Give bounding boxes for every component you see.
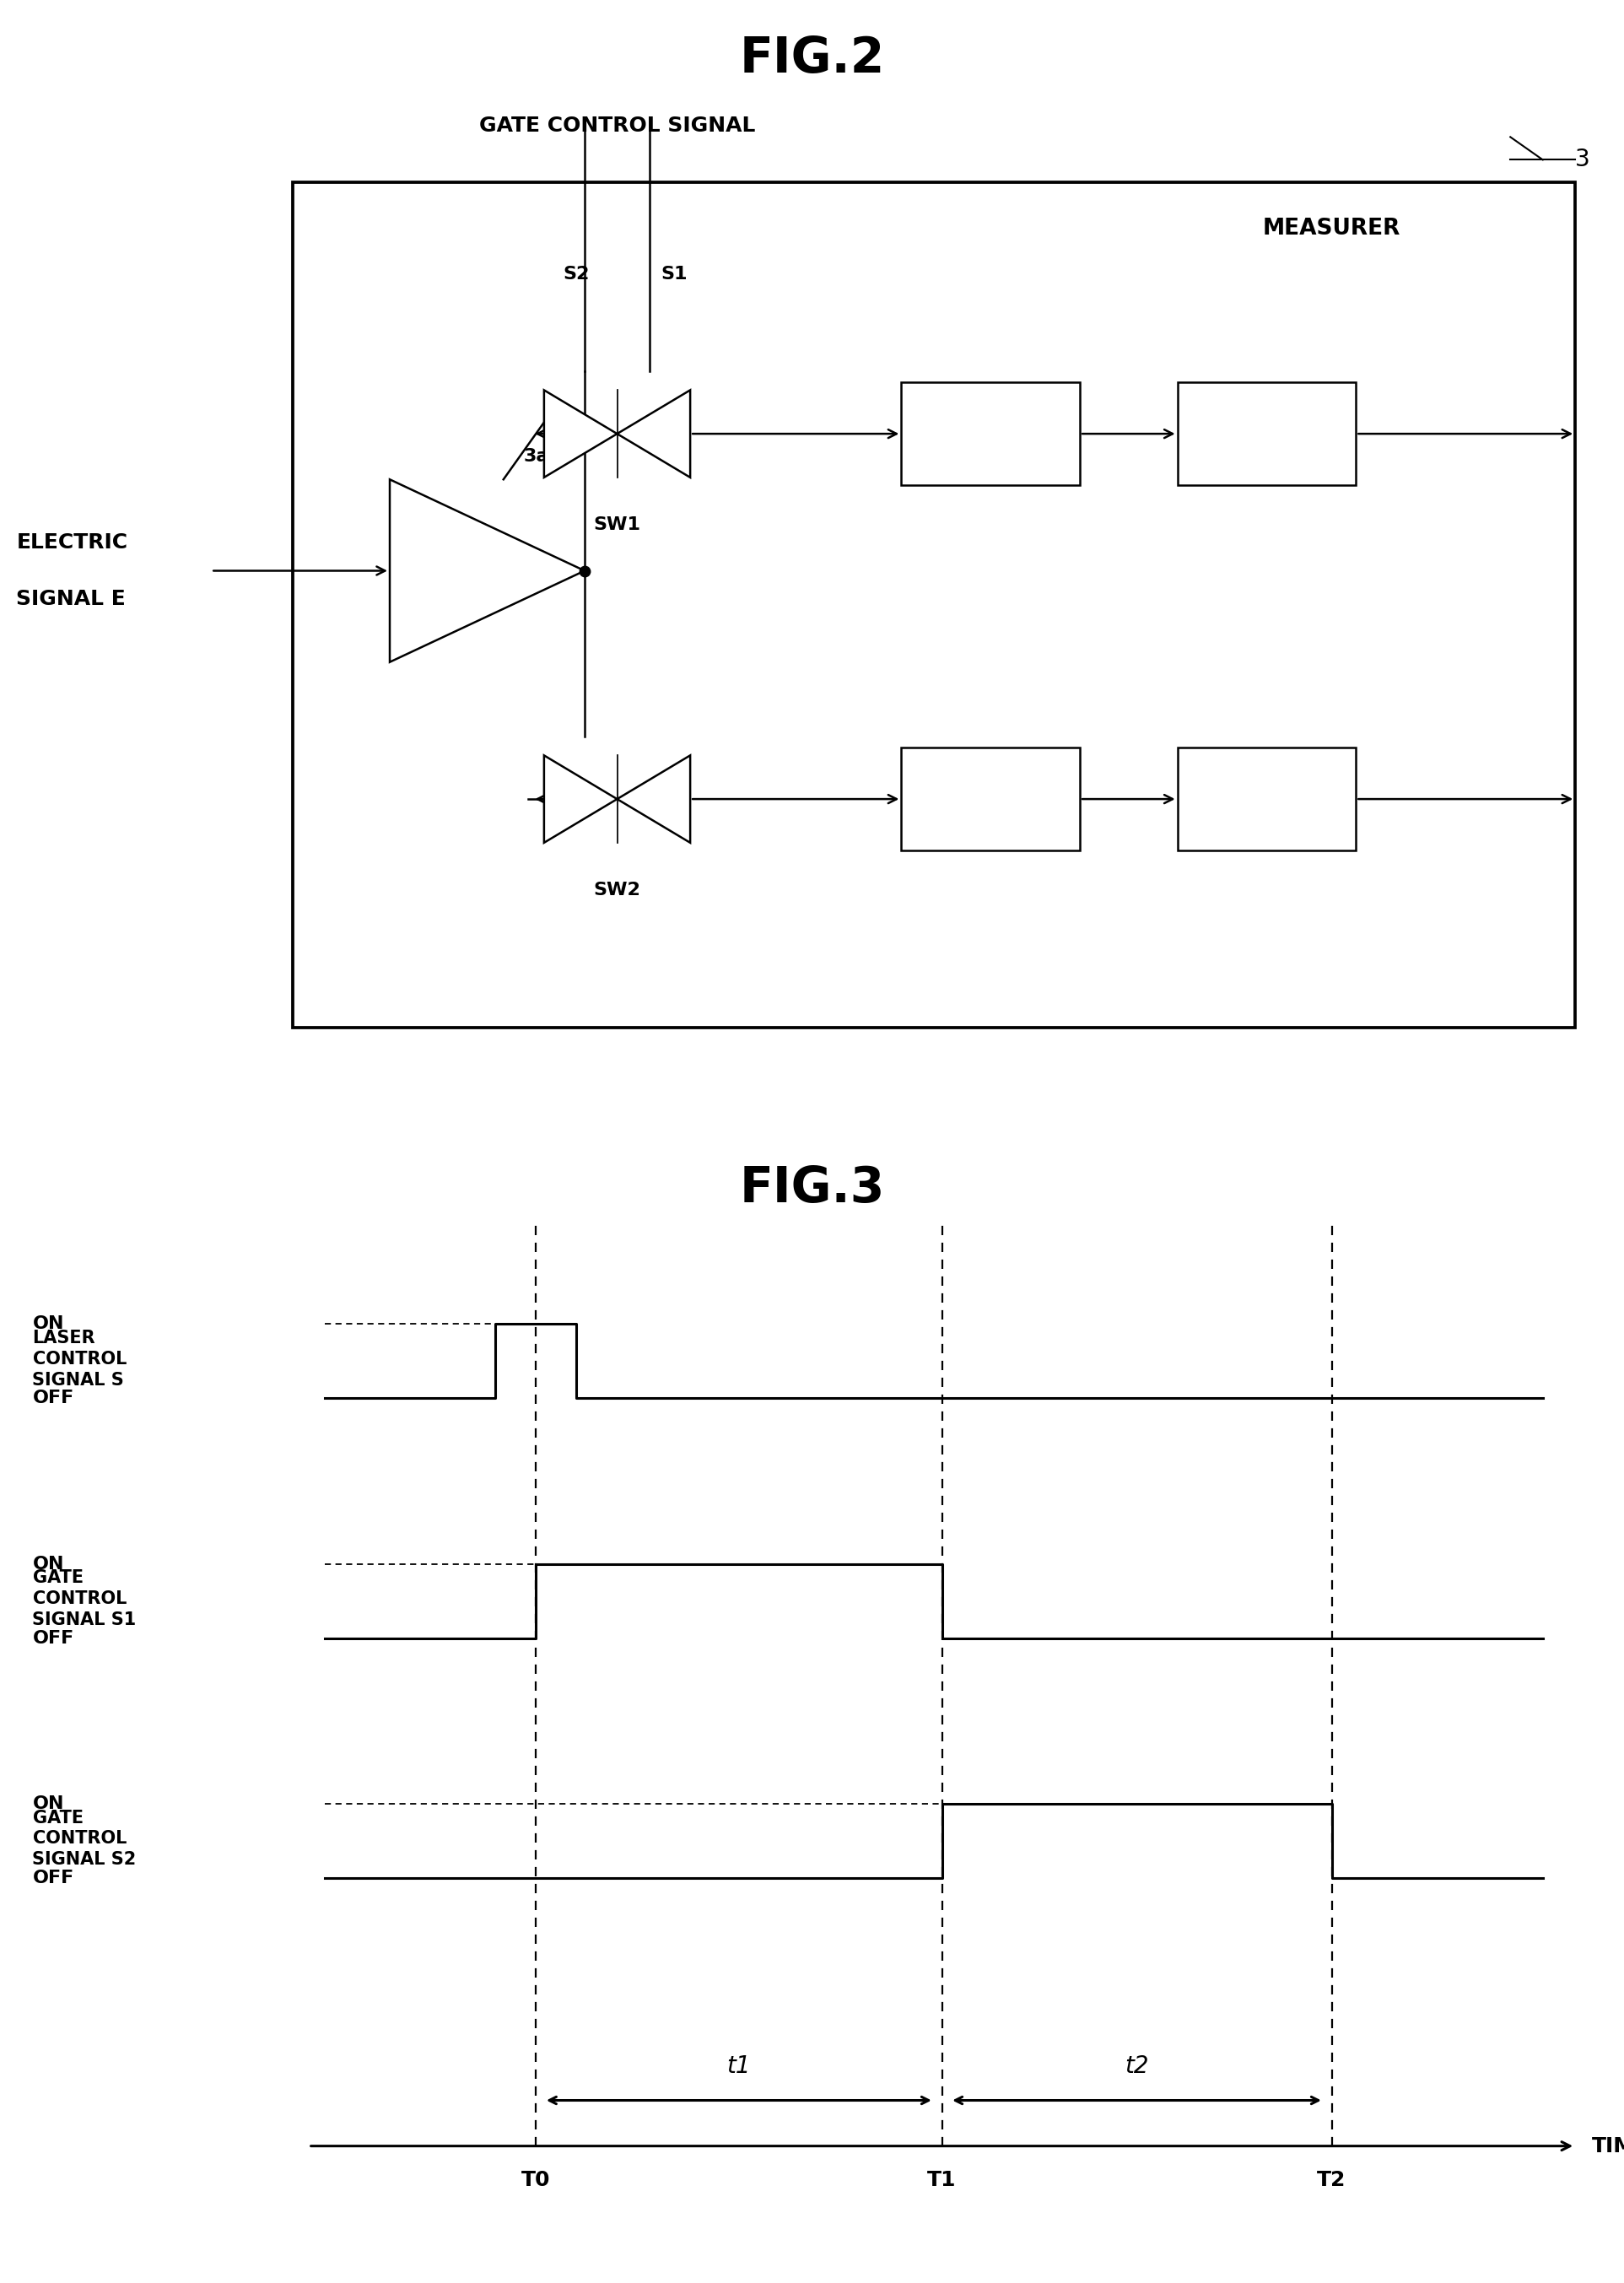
Text: T2: T2 <box>1317 2171 1346 2189</box>
Text: S2: S2 <box>564 265 590 283</box>
Bar <box>292 183 1575 1027</box>
Text: TIME: TIME <box>1592 2137 1624 2155</box>
Text: T1: T1 <box>927 2171 957 2189</box>
Text: ON: ON <box>32 1794 63 1813</box>
Polygon shape <box>617 756 690 842</box>
Text: OFF: OFF <box>32 1390 75 1406</box>
Text: OFF: OFF <box>32 1870 75 1886</box>
Bar <box>1177 384 1356 486</box>
Polygon shape <box>544 390 617 477</box>
Polygon shape <box>617 390 690 477</box>
Text: OFF: OFF <box>32 1630 75 1646</box>
Text: T0: T0 <box>521 2171 551 2189</box>
Text: 3a: 3a <box>523 447 549 466</box>
Text: GATE
CONTROL
SIGNAL S2: GATE CONTROL SIGNAL S2 <box>32 1808 136 1867</box>
Text: SW1: SW1 <box>593 516 641 534</box>
Text: SW2: SW2 <box>593 881 641 900</box>
Text: LASER
CONTROL
SIGNAL S: LASER CONTROL SIGNAL S <box>32 1329 127 1388</box>
Text: H1: H1 <box>973 422 1009 445</box>
Text: GATE
CONTROL
SIGNAL S1: GATE CONTROL SIGNAL S1 <box>32 1571 136 1628</box>
Bar <box>901 749 1080 849</box>
Text: GATE CONTROL SIGNAL: GATE CONTROL SIGNAL <box>479 116 755 135</box>
Text: ON: ON <box>32 1555 63 1573</box>
Text: FIG.2: FIG.2 <box>739 34 885 82</box>
Text: ON: ON <box>32 1315 63 1333</box>
Text: 3: 3 <box>1575 148 1590 171</box>
Text: C1: C1 <box>1250 422 1283 445</box>
Text: t1: t1 <box>728 2055 750 2078</box>
Bar <box>901 384 1080 486</box>
Text: t2: t2 <box>1125 2055 1148 2078</box>
Text: SIGNAL E: SIGNAL E <box>16 589 125 610</box>
Text: ELECTRIC: ELECTRIC <box>16 532 128 552</box>
Text: C2: C2 <box>1250 788 1283 810</box>
Polygon shape <box>390 479 585 662</box>
Polygon shape <box>544 756 617 842</box>
Bar <box>1177 749 1356 849</box>
Text: MEASURER: MEASURER <box>1263 217 1400 240</box>
Text: H2: H2 <box>974 788 1007 810</box>
Text: S1: S1 <box>661 265 687 283</box>
Text: FIG.3: FIG.3 <box>739 1164 885 1212</box>
